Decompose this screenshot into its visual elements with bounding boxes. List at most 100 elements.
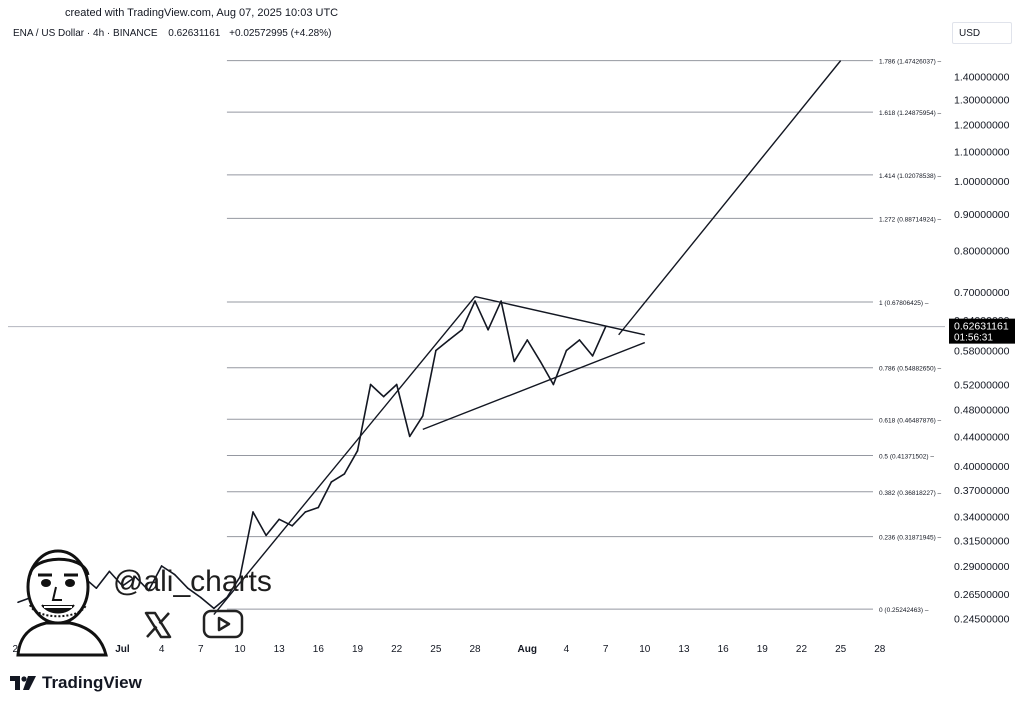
price-point	[435, 349, 437, 352]
fib-level-label: 1.618 (1.24875954) –	[879, 110, 942, 117]
price-point	[17, 601, 19, 604]
price-tick-label: 0.34000000	[954, 512, 1010, 524]
price-point	[121, 585, 124, 587]
price-tick-label: 0.80000000	[954, 246, 1010, 258]
time-tick-label: 16	[718, 644, 730, 655]
price-tick-label: 1.00000000	[954, 176, 1010, 188]
price-point	[474, 300, 476, 302]
trendlines[interactable]	[213, 60, 842, 616]
price-point	[343, 473, 346, 475]
time-tick-label: 25	[835, 644, 847, 655]
price-point	[461, 328, 463, 331]
watermark-handle: @ali_charts	[113, 565, 272, 598]
symbol-change: +0.02572995 (+4.28%)	[229, 28, 332, 39]
fib-level-label: 0.236 (0.31871945) –	[879, 535, 942, 542]
fib-level-label: 1 (0.67806425) –	[879, 300, 929, 307]
price-series	[17, 300, 607, 610]
currency-button[interactable]: USD	[952, 22, 1012, 44]
time-tick-label: Aug	[518, 644, 537, 655]
price-point	[487, 328, 489, 331]
time-tick-label: 16	[313, 644, 325, 655]
price-point	[265, 534, 267, 537]
fib-level-label: 0.786 (0.54882650) –	[879, 366, 942, 373]
price-tick-label: 0.26500000	[954, 589, 1010, 601]
time-tick-label: 10	[639, 644, 651, 655]
price-point	[239, 576, 241, 578]
price-point	[134, 576, 137, 578]
time-tick-label: 10	[234, 644, 246, 655]
price-tick-label: 0.52000000	[954, 379, 1010, 391]
trendline-triangle-bottom[interactable]	[422, 341, 646, 431]
price-point	[226, 596, 228, 599]
price-tick-label: 0.40000000	[954, 461, 1010, 473]
symbol-name[interactable]: ENA / US Dollar · 4h · BINANCE	[13, 28, 158, 39]
time-tick-label: 4	[159, 644, 165, 655]
price-tick-label: 0.44000000	[954, 431, 1010, 443]
time-tick-label: 13	[678, 644, 690, 655]
time-tick-label: 28	[874, 644, 886, 655]
price-point	[408, 435, 411, 438]
price-point	[578, 339, 581, 341]
fib-level-label: 0.382 (0.36818227) –	[879, 490, 942, 497]
price-point	[160, 565, 163, 567]
price-axis: 0.24500000 0.26500000 0.29000000 0.31500000…	[954, 72, 1010, 626]
last-price-tag-bg	[949, 318, 1015, 344]
price-tick-label: 0.37000000	[954, 485, 1010, 497]
price-point	[317, 506, 320, 509]
price-line	[17, 300, 607, 610]
price-point	[108, 570, 111, 573]
price-point	[421, 415, 424, 417]
price-tick-label: 0.90000000	[954, 209, 1010, 221]
price-tick-label: 0.31500000	[954, 535, 1010, 547]
trendline-target[interactable]	[618, 60, 842, 336]
price-tick-label: 1.20000000	[954, 120, 1010, 132]
price-tick-label: 0.70000000	[954, 287, 1010, 299]
tradingview-brand[interactable]: TradingView	[10, 673, 142, 693]
time-tick-label: 22	[796, 644, 808, 655]
fib-level-label: 1.414 (1.02078538) –	[879, 173, 942, 180]
price-point	[330, 481, 333, 483]
price-point	[565, 349, 568, 352]
price-point	[95, 587, 98, 589]
price-point	[147, 589, 150, 592]
price-point	[513, 360, 516, 363]
price-point	[186, 587, 189, 589]
price-point	[448, 339, 450, 341]
price-tick-label: 0.58000000	[954, 346, 1010, 358]
fib-level-label: 0.5 (0.41371502) –	[879, 454, 934, 461]
symbol-header: ENA / US Dollar · 4h · BINANCE 0.6263116…	[13, 28, 331, 39]
time-tick-label: 4	[564, 644, 570, 655]
price-point	[395, 383, 398, 386]
brand-name: TradingView	[42, 673, 142, 692]
fib-level-label: 1.272 (0.88714924) –	[879, 216, 942, 223]
time-tick-label: 7	[198, 644, 204, 655]
price-point	[291, 524, 294, 527]
price-point	[213, 607, 215, 610]
youtube-icon	[202, 609, 244, 639]
price-tick-label: 0.48000000	[954, 404, 1010, 416]
trendline-triangle-top[interactable]	[474, 295, 645, 336]
price-tick-label: 0.29000000	[954, 561, 1010, 573]
price-tick-label: 1.40000000	[954, 72, 1010, 84]
time-tick-label: 19	[352, 644, 364, 655]
time-tick-label: 28	[469, 644, 481, 655]
created-with-label: created with TradingView.com, Aug 07, 20…	[65, 7, 339, 19]
fib-level-label: 0.618 (0.46487876) –	[879, 417, 942, 424]
fib-level-label: 1.786 (1.47426037) –	[879, 59, 942, 66]
fib-levels: 1.786 (1.47426037) – 1.618 (1.24875954) –…	[226, 59, 942, 614]
fib-level-label: 0 (0.25242463) –	[879, 607, 929, 614]
avatar	[16, 549, 108, 657]
price-point	[356, 450, 359, 452]
price-point	[252, 511, 254, 513]
symbol-price: 0.62631161	[168, 28, 221, 39]
price-point	[173, 573, 176, 576]
price-tick-label: 1.30000000	[954, 95, 1010, 107]
last-price-value: 0.62631161	[954, 321, 1009, 333]
price-tick-label: 1.10000000	[954, 147, 1010, 159]
price-point	[552, 383, 555, 386]
trendline-support[interactable]	[213, 296, 476, 616]
price-point	[604, 325, 607, 328]
price-point	[278, 518, 280, 521]
